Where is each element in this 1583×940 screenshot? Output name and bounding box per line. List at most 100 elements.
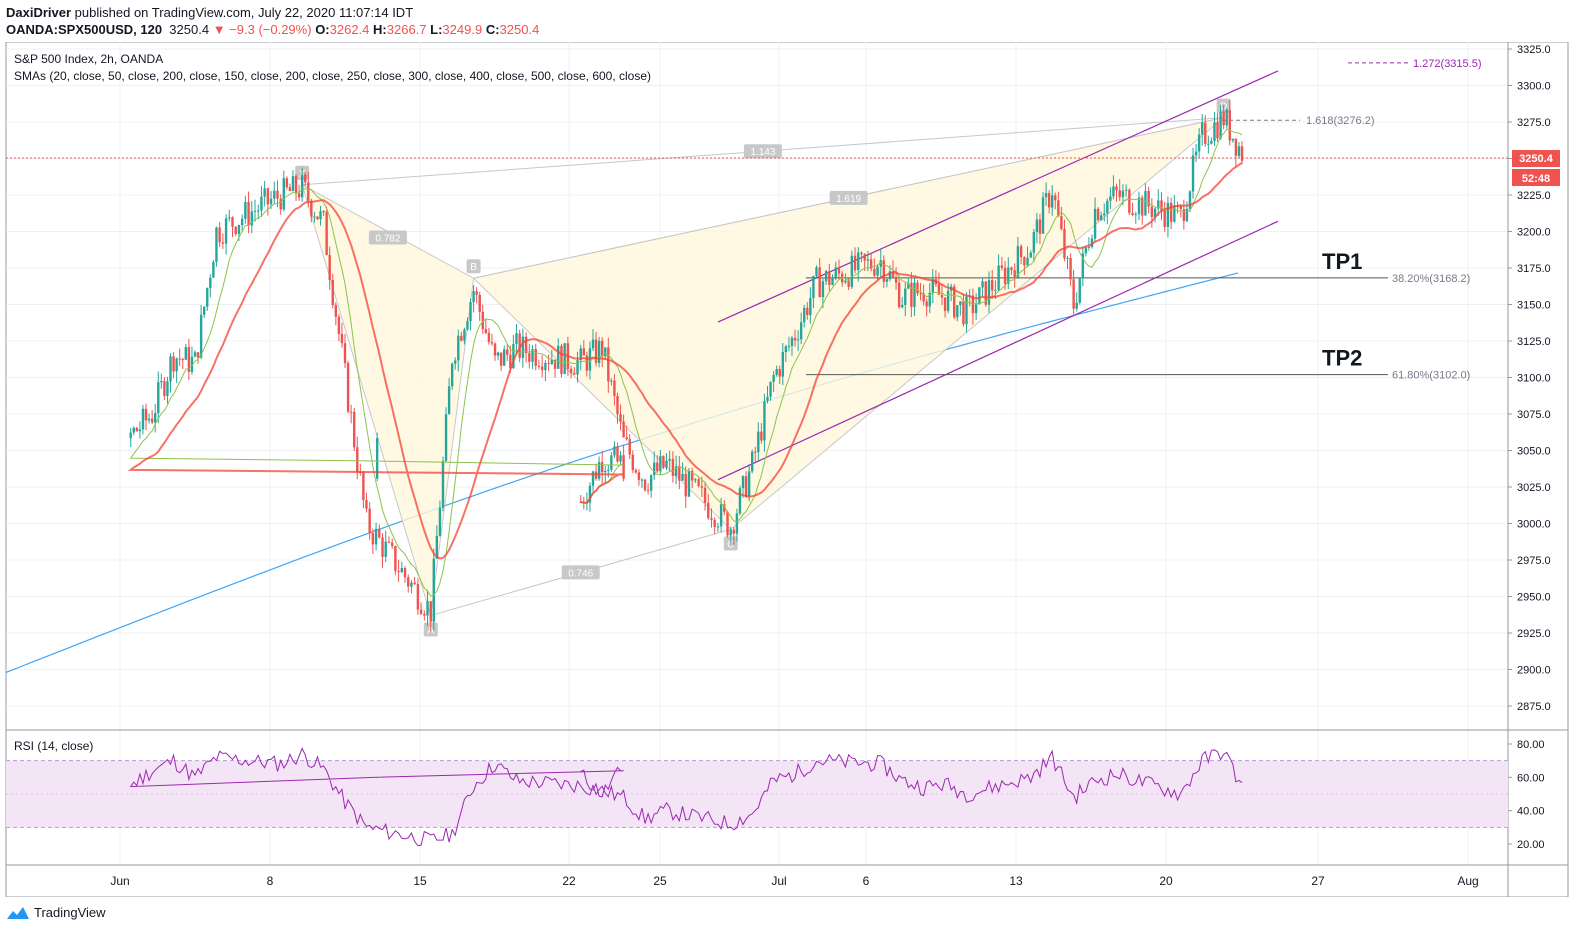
candle-body	[384, 541, 387, 557]
candle-body	[199, 314, 203, 358]
candle-body	[1016, 246, 1020, 279]
candle-body	[610, 455, 613, 470]
candle-body	[224, 218, 228, 244]
candle-body	[1075, 302, 1078, 309]
author-name[interactable]: DaxiDriver	[6, 5, 72, 20]
channel-upper	[717, 70, 1279, 323]
candle-body	[560, 345, 563, 374]
candle-body	[163, 381, 166, 396]
candle-body	[1093, 208, 1097, 239]
candle-body	[1090, 238, 1094, 247]
candle-body	[928, 292, 931, 307]
candle-body	[616, 395, 619, 415]
price-tick-label: 2875.0	[1517, 701, 1551, 713]
candle-body	[276, 190, 279, 199]
candle-body	[352, 412, 356, 448]
time-axis[interactable]: Jun 8 15 22 25 Jul 6 13 20 27 Aug	[6, 864, 1568, 888]
candle-body	[1041, 197, 1045, 234]
candle-body	[1112, 186, 1115, 197]
candle-body	[569, 368, 573, 373]
legend-smas[interactable]: SMAs (20, close, 50, close, 200, close, …	[14, 69, 651, 83]
candle-body	[1066, 258, 1069, 260]
candle-body	[860, 252, 863, 254]
candle-body	[591, 471, 595, 486]
candle-body	[463, 329, 466, 341]
time-tick-label: 20	[1159, 874, 1173, 888]
candle-body	[775, 369, 778, 375]
candle-body	[260, 196, 263, 211]
candle-body	[853, 255, 857, 271]
pattern-ratio-xd-bg	[743, 144, 782, 159]
candle-body	[812, 276, 815, 299]
candle-body	[331, 279, 334, 306]
last-price: 3250.4	[169, 22, 210, 37]
candle-body	[1118, 190, 1121, 198]
candle-body	[806, 307, 809, 316]
candle-body	[1147, 190, 1150, 207]
candle-body	[147, 418, 151, 421]
candle-body	[1044, 192, 1048, 198]
candle-body	[741, 476, 745, 489]
candle-body	[250, 211, 253, 226]
candle-body	[544, 362, 547, 371]
candle-body	[390, 542, 394, 547]
candle-body	[1069, 258, 1072, 280]
candle-body	[457, 335, 460, 361]
candle-body	[178, 358, 181, 360]
candle-body	[1106, 200, 1109, 214]
level-tp2-label: 61.80%(3102.0)	[1392, 370, 1470, 382]
rsi-pane[interactable]: 20.00 40.00 60.00 80.00	[6, 729, 1568, 851]
legend-rsi[interactable]: RSI (14, close)	[14, 739, 93, 753]
candle-body	[818, 267, 821, 298]
chart-header: DaxiDriver published on TradingView.com,…	[0, 0, 1583, 42]
candle-body	[1131, 212, 1134, 215]
candle-body	[876, 266, 879, 276]
candle-body	[687, 471, 691, 497]
candle-body	[172, 356, 175, 372]
candle-body	[381, 537, 384, 557]
candle-body	[757, 431, 760, 453]
candle-body	[994, 289, 997, 291]
candle-body	[844, 280, 847, 283]
candle-body	[597, 462, 601, 479]
candle-body	[873, 268, 876, 276]
price-channel[interactable]	[717, 70, 1279, 481]
candle-body	[831, 277, 834, 285]
candle-body	[193, 352, 197, 357]
price-tick-label: 3150.0	[1517, 300, 1551, 312]
candle-body	[766, 396, 769, 402]
candle-body	[643, 479, 647, 491]
candle-body	[619, 455, 622, 462]
candle-body	[438, 507, 442, 536]
candle-body	[297, 193, 301, 198]
low-value: 3249.9	[442, 22, 483, 37]
candle-body	[202, 306, 206, 315]
candle-body	[646, 490, 650, 492]
candle-body	[576, 360, 579, 375]
pattern-ratio-bd-bg	[829, 190, 868, 205]
symbol-label[interactable]: OANDA:SPX500USD, 120	[6, 22, 163, 37]
candle-body	[282, 178, 285, 210]
candle-body	[978, 287, 981, 305]
candle-body	[487, 332, 491, 343]
candle-body	[1057, 200, 1060, 216]
candle-body	[515, 333, 518, 344]
footer-brand[interactable]: TradingView	[6, 905, 106, 920]
candle-body	[888, 271, 892, 280]
candle-body	[1240, 146, 1244, 161]
candle-body	[403, 568, 407, 578]
price-axis[interactable]: 2875.0 2900.0 2925.0 2950.0 2975.0 3000.0 3025…	[1507, 42, 1560, 897]
open-label: O:	[315, 22, 330, 37]
legend-title[interactable]: S&P 500 Index, 2h, OANDA	[14, 52, 163, 66]
candle-body	[253, 210, 257, 212]
fib-levels[interactable]: 38.20%(3168.2) TP1 61.80%(3102.0) TP2 1.618(…	[806, 58, 1482, 382]
candle-body	[991, 280, 994, 291]
candle-body	[882, 260, 886, 282]
candle-body	[460, 335, 463, 341]
candle-body	[506, 349, 509, 355]
candle-body	[1219, 111, 1222, 139]
candle-body	[478, 294, 481, 312]
candle-body	[166, 381, 169, 396]
candle-body	[622, 455, 625, 479]
